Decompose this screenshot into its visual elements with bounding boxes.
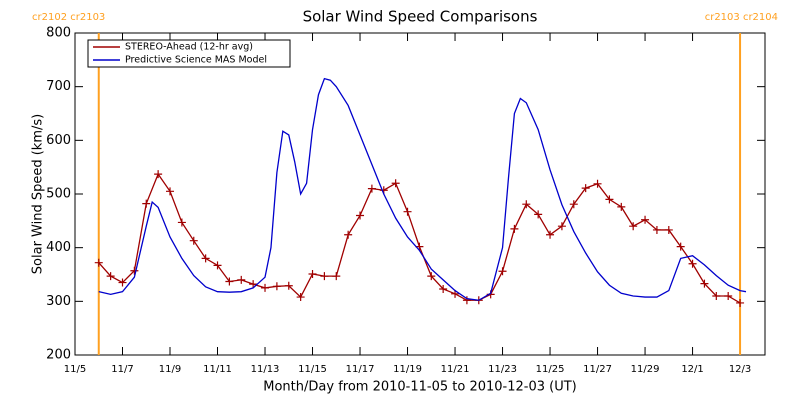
- point-marker: [356, 211, 365, 220]
- series-line: [98, 77, 747, 301]
- point-marker: [581, 184, 590, 193]
- y-tick-label: 200: [46, 348, 71, 363]
- point-marker: [498, 267, 507, 276]
- x-tick-label: 12/3: [729, 364, 751, 375]
- point-marker: [308, 269, 317, 278]
- point-marker: [367, 184, 376, 193]
- point-marker: [557, 222, 566, 231]
- point-marker: [106, 272, 115, 281]
- point-marker: [664, 225, 673, 234]
- x-axis-label: Month/Day from 2010-11-05 to 2010-12-03 …: [263, 380, 576, 395]
- point-marker: [617, 202, 626, 211]
- point-marker: [391, 179, 400, 188]
- x-tick-label: 11/15: [298, 364, 327, 375]
- point-marker: [142, 199, 151, 208]
- x-tick-label: 11/21: [441, 364, 470, 375]
- y-tick-label: 800: [46, 26, 71, 41]
- point-marker: [724, 291, 733, 300]
- point-marker: [629, 222, 638, 231]
- chart-title: Solar Wind Speed Comparisons: [303, 8, 538, 26]
- boundary-label: cr2103 cr2104: [705, 12, 778, 23]
- point-marker: [712, 291, 721, 300]
- x-tick-label: 12/1: [681, 364, 703, 375]
- plot-frame: [74, 32, 766, 356]
- point-marker: [546, 230, 555, 239]
- y-axis-label: Solar Wind Speed (km/s): [31, 114, 46, 274]
- y-tick-label: 300: [46, 294, 71, 309]
- y-tick-label: 600: [46, 133, 71, 148]
- point-marker: [201, 254, 210, 263]
- point-marker: [249, 280, 258, 289]
- point-marker: [700, 279, 709, 288]
- point-marker: [439, 284, 448, 293]
- x-tick-label: 11/19: [393, 364, 422, 375]
- point-marker: [166, 187, 175, 196]
- point-marker: [641, 215, 650, 224]
- point-marker: [652, 225, 661, 234]
- point-marker: [462, 296, 471, 305]
- point-marker: [189, 236, 198, 245]
- legend-label: Predictive Science MAS Model: [125, 55, 267, 66]
- point-marker: [605, 195, 614, 204]
- x-tick-label: 11/9: [159, 364, 181, 375]
- point-marker: [522, 200, 531, 209]
- x-tick-label: 11/7: [111, 364, 133, 375]
- x-tick-label: 11/23: [488, 364, 517, 375]
- x-tick-label: 11/11: [203, 364, 232, 375]
- x-tick-label: 11/5: [64, 364, 86, 375]
- point-marker: [284, 281, 293, 290]
- point-marker: [534, 210, 543, 219]
- y-tick-label: 500: [46, 187, 71, 202]
- point-marker: [403, 207, 412, 216]
- point-marker: [213, 261, 222, 270]
- point-marker: [736, 298, 745, 307]
- point-marker: [261, 283, 270, 292]
- y-tick-label: 400: [46, 240, 71, 255]
- x-tick-label: 11/29: [631, 364, 660, 375]
- y-tick-label: 700: [46, 79, 71, 94]
- point-marker: [332, 272, 341, 281]
- point-marker: [272, 282, 281, 291]
- point-marker: [427, 272, 436, 281]
- point-marker: [676, 242, 685, 251]
- point-marker: [344, 230, 353, 239]
- point-marker: [237, 275, 246, 284]
- point-marker: [296, 293, 305, 302]
- legend-label: STEREO-Ahead (12-hr avg): [125, 42, 253, 53]
- point-marker: [177, 218, 186, 227]
- legend-box: [87, 39, 291, 68]
- point-marker: [569, 200, 578, 209]
- x-tick-label: 11/27: [583, 364, 612, 375]
- point-marker: [94, 258, 103, 267]
- point-marker: [320, 272, 329, 281]
- point-marker: [593, 179, 602, 188]
- point-marker: [688, 259, 697, 268]
- x-tick-label: 11/25: [536, 364, 565, 375]
- x-tick-label: 11/17: [346, 364, 375, 375]
- boundary-label: cr2102 cr2103: [32, 12, 105, 23]
- point-marker: [154, 170, 163, 179]
- point-marker: [225, 277, 234, 286]
- x-tick-label: 11/13: [251, 364, 280, 375]
- series-line: [98, 172, 741, 304]
- point-marker: [118, 278, 127, 287]
- point-marker: [510, 224, 519, 233]
- point-marker: [130, 266, 139, 275]
